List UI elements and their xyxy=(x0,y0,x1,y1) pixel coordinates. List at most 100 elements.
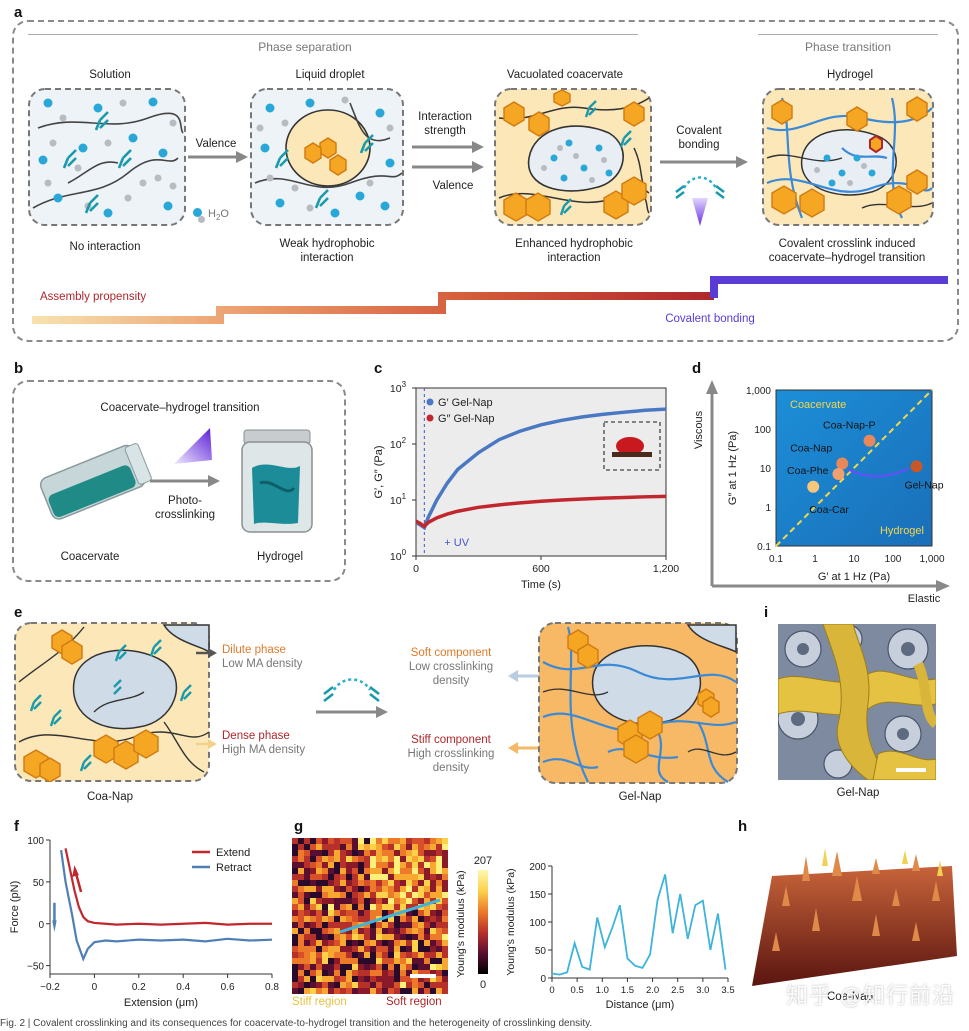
dilute-arrow xyxy=(196,648,217,658)
heatmap-cell xyxy=(394,982,401,989)
heatmap-cell xyxy=(370,886,377,893)
heatmap-cell xyxy=(292,862,299,869)
heatmap-cell xyxy=(394,862,401,869)
heatmap-cell xyxy=(352,874,359,881)
heatmap-cell xyxy=(370,838,377,845)
panel-d-chart: Coacervate Hydrogel 0.10.1 1 1 10 10 100 100 1,00… xyxy=(693,380,950,605)
heatmap-cell xyxy=(406,874,413,881)
heatmap-cell xyxy=(340,982,347,989)
heatmap-cell xyxy=(304,982,311,989)
heatmap-cell xyxy=(298,988,305,994)
heatmap-cell xyxy=(310,898,317,905)
stage-caption-hydrogel: Covalent crosslink induced coacervate–hy… xyxy=(768,238,926,264)
heatmap-cell xyxy=(304,892,311,899)
heatmap-cell xyxy=(298,904,305,911)
y-tick-label: 200 xyxy=(529,862,546,873)
heatmap-cell xyxy=(406,886,413,893)
heatmap-cell xyxy=(346,928,353,935)
soft-component-title: Soft component xyxy=(410,647,492,659)
heatmap-cell xyxy=(322,934,329,941)
heatmap-cell xyxy=(442,922,448,929)
heatmap-cell xyxy=(346,886,353,893)
heatmap-cell xyxy=(292,964,299,971)
heatmap-cell xyxy=(304,928,311,935)
heatmap-cell xyxy=(424,928,431,935)
heatmap-cell xyxy=(394,970,401,977)
heatmap-cell xyxy=(412,892,419,899)
heatmap-cell xyxy=(436,952,443,959)
heatmap-cell xyxy=(334,940,341,947)
heatmap-cell xyxy=(304,862,311,869)
phase-separation-header: Phase separation xyxy=(258,40,352,54)
photocrosslinking-icon xyxy=(174,428,212,464)
heatmap-cell xyxy=(436,880,443,887)
heatmap-cell xyxy=(388,838,395,845)
x-tick-label: 0.5 xyxy=(571,985,584,996)
data-point-label: Gel-Nap xyxy=(904,479,943,491)
heatmap-cell xyxy=(430,910,437,917)
modulus-colorbar: 207 0 Young's modulus (kPa) xyxy=(455,855,492,991)
heatmap-cell xyxy=(334,844,341,851)
colorbar-max: 207 xyxy=(474,855,492,867)
heatmap-cell xyxy=(298,880,305,887)
panel-b-right-label: Hydrogel xyxy=(256,551,304,563)
covalent-bonding-bar xyxy=(710,276,948,298)
heatmap-cell xyxy=(436,916,443,923)
heatmap-cell xyxy=(436,874,443,881)
heatmap-cell xyxy=(358,976,365,983)
region-hydrogel-label: Hydrogel xyxy=(880,525,924,537)
heatmap-cell xyxy=(316,916,323,923)
heatmap-cell xyxy=(370,988,377,994)
heatmap-cell xyxy=(382,892,389,899)
heatmap-cell xyxy=(346,934,353,941)
x-axis-label: Time (s) xyxy=(521,579,561,591)
stage-hydrogel-illustration xyxy=(762,88,934,226)
heatmap-cell xyxy=(358,886,365,893)
heatmap-cell xyxy=(310,886,317,893)
heatmap-cell xyxy=(394,946,401,953)
heatmap-cell xyxy=(400,892,407,899)
legend-label: G′ Gel-Nap xyxy=(438,397,493,409)
heatmap-cell xyxy=(370,844,377,851)
heatmap-cell xyxy=(292,886,299,893)
phase-transition-header: Phase transition xyxy=(804,40,892,54)
series-line-extend xyxy=(64,848,272,926)
heatmap-cell xyxy=(316,988,323,994)
heatmap-cell xyxy=(430,964,437,971)
heatmap-cell xyxy=(388,958,395,965)
heatmap-cell xyxy=(334,952,341,959)
heatmap-cell xyxy=(394,988,401,994)
arrow2-label-top: Interaction strength xyxy=(418,111,472,137)
heatmap-cell xyxy=(340,964,347,971)
heatmap-cell xyxy=(316,964,323,971)
heatmap-cell xyxy=(292,856,299,863)
heatmap-cell xyxy=(340,868,347,875)
heatmap-cell xyxy=(322,982,329,989)
heatmap-cell xyxy=(352,904,359,911)
y-tick-label: 0 xyxy=(540,974,546,985)
heatmap-cell xyxy=(442,892,448,899)
heatmap-cell xyxy=(418,898,425,905)
heatmap-cell xyxy=(382,976,389,983)
heatmap-cell xyxy=(352,898,359,905)
heatmap-cell xyxy=(406,856,413,863)
colorbar-gradient xyxy=(478,870,488,974)
heatmap-cell xyxy=(358,928,365,935)
legend-marker xyxy=(426,398,434,406)
heatmap-cell xyxy=(358,964,365,971)
heatmap-cell xyxy=(322,874,329,881)
heatmap-cell xyxy=(424,898,431,905)
x-tick-label: 2.5 xyxy=(671,985,684,996)
heatmap-cell xyxy=(358,844,365,851)
panel-b-arrow xyxy=(150,475,220,487)
x-tick-label: 3.5 xyxy=(721,985,734,996)
heatmap-cell xyxy=(340,856,347,863)
heatmap-cell xyxy=(340,862,347,869)
heatmap-cell xyxy=(370,856,377,863)
heatmap-cell xyxy=(388,934,395,941)
heatmap-cell xyxy=(304,868,311,875)
heatmap-cell xyxy=(352,940,359,947)
heatmap-cell xyxy=(364,874,371,881)
heatmap-cell xyxy=(304,904,311,911)
heatmap-cell xyxy=(376,958,383,965)
